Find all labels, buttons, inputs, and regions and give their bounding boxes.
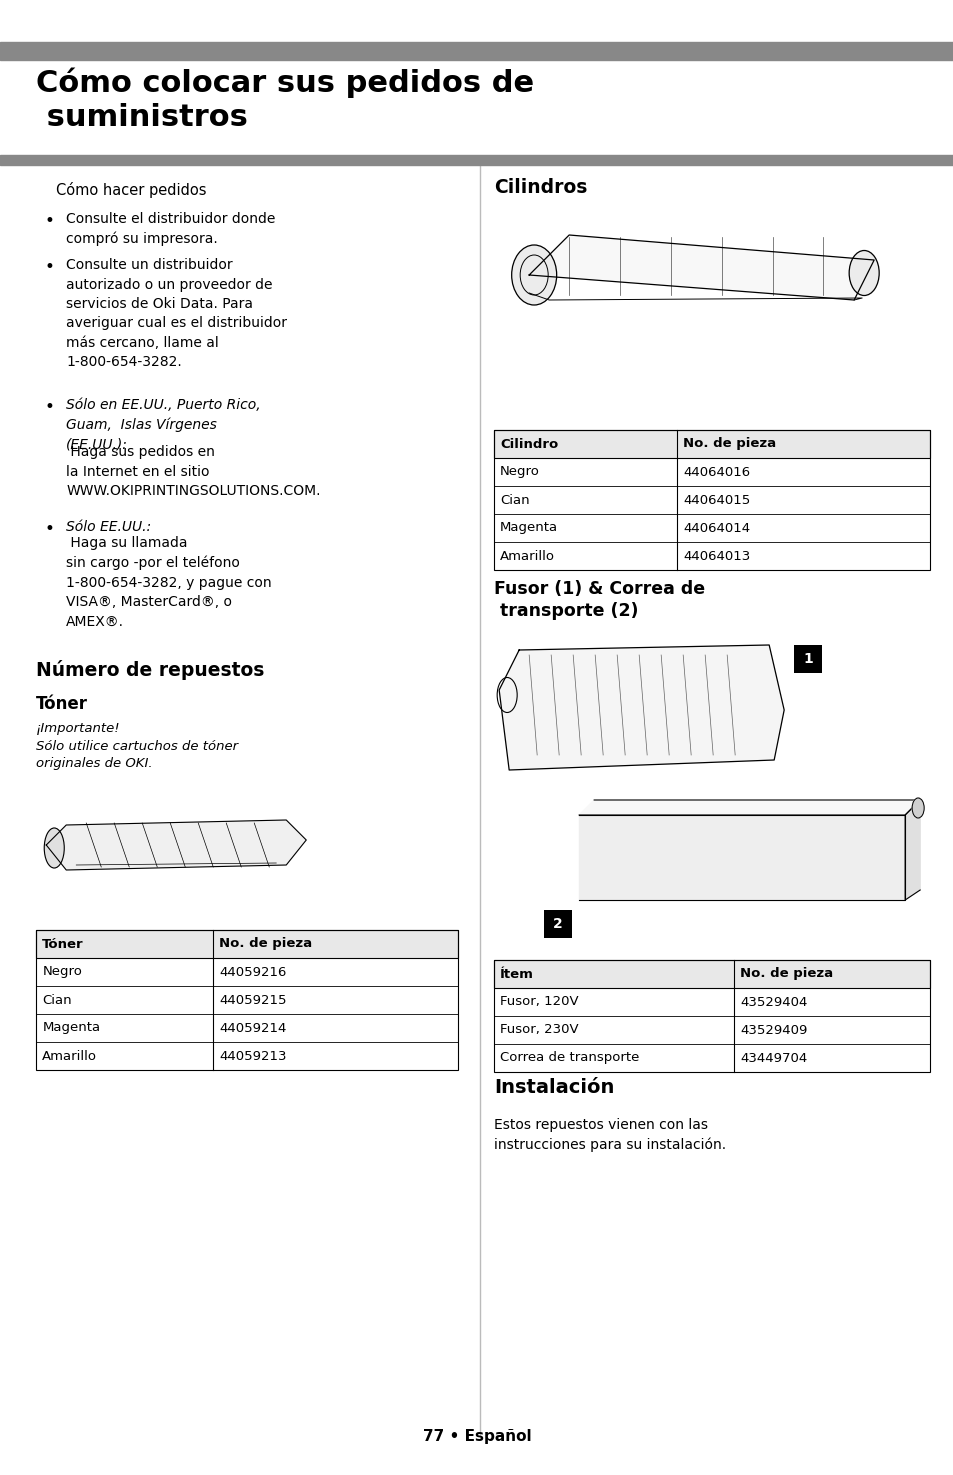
Text: 44064015: 44064015 xyxy=(682,494,750,506)
Text: Tóner: Tóner xyxy=(36,695,89,712)
Text: Haga su llamada
sin cargo -por el teléfono
1-800-654-3282, y pague con
VISA®, Ma: Haga su llamada sin cargo -por el teléfo… xyxy=(66,535,272,628)
Text: •: • xyxy=(44,258,54,276)
Text: •: • xyxy=(44,398,54,416)
Text: 2: 2 xyxy=(553,917,562,931)
Bar xyxy=(494,431,929,569)
Ellipse shape xyxy=(848,251,879,295)
Text: No. de pieza: No. de pieza xyxy=(219,938,313,950)
Text: •: • xyxy=(44,212,54,230)
Text: Magenta: Magenta xyxy=(42,1022,100,1034)
Polygon shape xyxy=(578,799,920,816)
Text: ¡Importante!
Sólo utilice cartuchos de tóner
originales de OKI.: ¡Importante! Sólo utilice cartuchos de t… xyxy=(36,721,238,770)
Text: Negro: Negro xyxy=(42,966,82,978)
Text: Correa de transporte: Correa de transporte xyxy=(499,1052,639,1065)
Ellipse shape xyxy=(911,798,923,819)
Polygon shape xyxy=(498,645,783,770)
Text: Consulte un distribuidor
autorizado o un proveedor de
servicios de Oki Data. Par: Consulte un distribuidor autorizado o un… xyxy=(66,258,287,370)
Bar xyxy=(0,155,953,165)
Bar xyxy=(543,910,572,938)
Text: 43449704: 43449704 xyxy=(740,1052,806,1065)
Text: 44064016: 44064016 xyxy=(682,466,750,478)
Text: Número de repuestos: Número de repuestos xyxy=(36,659,264,680)
Bar xyxy=(494,960,929,1072)
Text: Fusor (1) & Correa de: Fusor (1) & Correa de xyxy=(494,580,704,597)
Text: Negro: Negro xyxy=(499,466,539,478)
Ellipse shape xyxy=(511,245,557,305)
Text: Sólo en EE.UU., Puerto Rico,
Guam,  Islas Vírgenes
(EE.UU.):: Sólo en EE.UU., Puerto Rico, Guam, Islas… xyxy=(66,398,260,451)
Text: Cilindros: Cilindros xyxy=(494,178,587,198)
Ellipse shape xyxy=(44,827,64,867)
Text: Estos repuestos vienen con las
instrucciones para su instalación.: Estos repuestos vienen con las instrucci… xyxy=(494,1118,725,1152)
Text: No. de pieza: No. de pieza xyxy=(740,968,832,981)
Text: 44059216: 44059216 xyxy=(219,966,287,978)
Text: 44064013: 44064013 xyxy=(682,550,750,562)
Text: 44059213: 44059213 xyxy=(219,1050,287,1062)
Polygon shape xyxy=(904,799,920,900)
Text: 43529409: 43529409 xyxy=(740,1024,806,1037)
Text: •: • xyxy=(44,521,54,538)
Bar xyxy=(36,931,457,1069)
Text: transporte (2): transporte (2) xyxy=(494,602,638,620)
Text: Haga sus pedidos en
la Internet en el sitio
WWW.OKIPRINTINGSOLUTIONS.COM.: Haga sus pedidos en la Internet en el si… xyxy=(66,445,320,499)
Text: Sólo EE.UU.:: Sólo EE.UU.: xyxy=(66,521,152,534)
Text: No. de pieza: No. de pieza xyxy=(682,438,776,450)
Text: 44064014: 44064014 xyxy=(682,522,750,534)
Text: Cómo colocar sus pedidos de: Cómo colocar sus pedidos de xyxy=(36,66,534,97)
Text: 77 • Español: 77 • Español xyxy=(422,1429,531,1444)
Bar xyxy=(494,431,929,459)
Text: Consulte el distribuidor donde
compró su impresora.: Consulte el distribuidor donde compró su… xyxy=(66,212,275,246)
Text: Cian: Cian xyxy=(499,494,529,506)
Polygon shape xyxy=(578,816,904,900)
Bar xyxy=(494,960,929,988)
Text: Fusor, 230V: Fusor, 230V xyxy=(499,1024,578,1037)
Text: 43529404: 43529404 xyxy=(740,996,806,1009)
Text: Magenta: Magenta xyxy=(499,522,558,534)
Text: suministros: suministros xyxy=(36,103,248,131)
Bar xyxy=(36,931,457,957)
Text: Cian: Cian xyxy=(42,994,71,1006)
Text: Ítem: Ítem xyxy=(499,968,534,981)
Text: Fusor, 120V: Fusor, 120V xyxy=(499,996,578,1009)
Polygon shape xyxy=(529,235,873,299)
Text: Tóner: Tóner xyxy=(42,938,84,950)
Text: 1: 1 xyxy=(802,652,812,667)
Text: Cómo hacer pedidos: Cómo hacer pedidos xyxy=(56,181,207,198)
Bar xyxy=(793,645,821,673)
Polygon shape xyxy=(46,820,306,870)
Text: Instalación: Instalación xyxy=(494,1078,614,1097)
Text: Cilindro: Cilindro xyxy=(499,438,558,450)
Text: 44059215: 44059215 xyxy=(219,994,287,1006)
Text: Amarillo: Amarillo xyxy=(42,1050,97,1062)
Bar xyxy=(0,41,953,60)
Text: Amarillo: Amarillo xyxy=(499,550,555,562)
Text: 44059214: 44059214 xyxy=(219,1022,287,1034)
